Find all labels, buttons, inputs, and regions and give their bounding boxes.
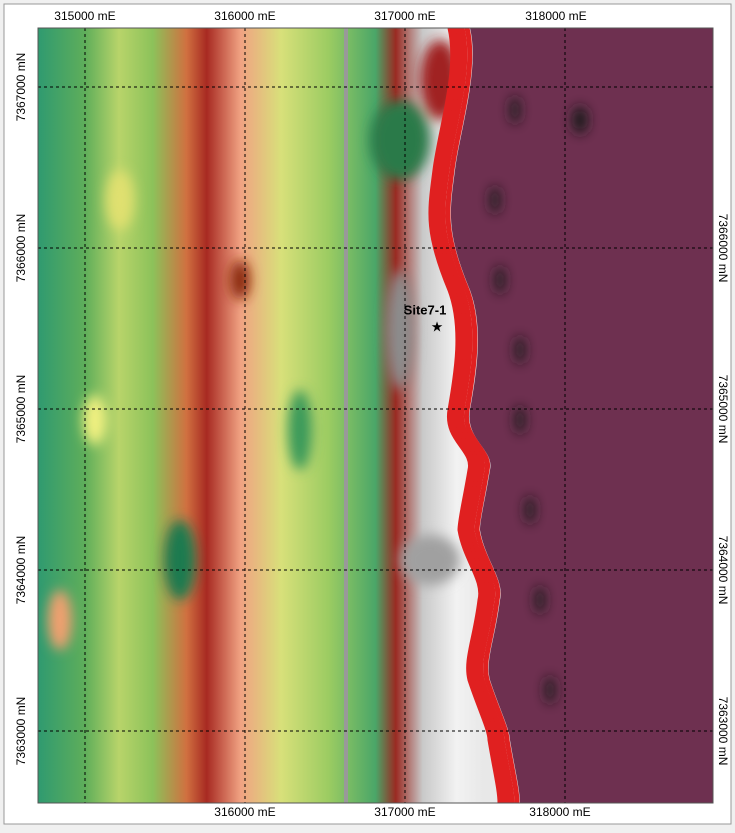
blob (230, 260, 250, 300)
spot (495, 266, 505, 294)
spot (535, 586, 545, 614)
left-label: 7366000 mN (14, 214, 28, 283)
spot (545, 676, 555, 704)
bottom-label: 317000 mE (374, 805, 435, 819)
left-label: 7367000 mN (14, 53, 28, 122)
spot (515, 336, 525, 364)
site-marker: ★ (431, 319, 444, 335)
spot (510, 96, 520, 124)
blob (106, 170, 134, 230)
top-label: 315000 mE (54, 9, 115, 23)
top-label: 316000 mE (214, 9, 275, 23)
left-label: 7363000 mN (14, 697, 28, 766)
right-label: 7366000 mN (716, 214, 730, 283)
rainbow-edge (431, 28, 517, 803)
blob (288, 390, 312, 470)
blob (386, 270, 414, 390)
left-label: 7364000 mN (14, 536, 28, 605)
blob (370, 100, 430, 180)
site-label: Site7-1 (404, 302, 447, 317)
texture (48, 40, 460, 650)
blob (83, 395, 107, 445)
right-label: 7363000 mN (716, 697, 730, 766)
grid (38, 28, 713, 803)
raster: ★ Site7-1 (38, 28, 713, 803)
map-border (37, 27, 714, 804)
top-label: 318000 mE (525, 9, 586, 23)
spot (525, 496, 535, 524)
blob (48, 590, 72, 650)
spot (572, 106, 588, 134)
spot (490, 186, 500, 214)
spot (515, 406, 525, 434)
purple-region (450, 28, 713, 803)
bottom-label: 318000 mE (529, 805, 590, 819)
blob (164, 520, 196, 600)
left-label: 7365000 mN (14, 375, 28, 444)
blob (400, 535, 460, 585)
right-label: 7365000 mN (716, 375, 730, 444)
bottom-label: 316000 mE (214, 805, 275, 819)
dark-spots (490, 96, 588, 704)
right-label: 7364000 mN (716, 536, 730, 605)
top-label: 317000 mE (374, 9, 435, 23)
